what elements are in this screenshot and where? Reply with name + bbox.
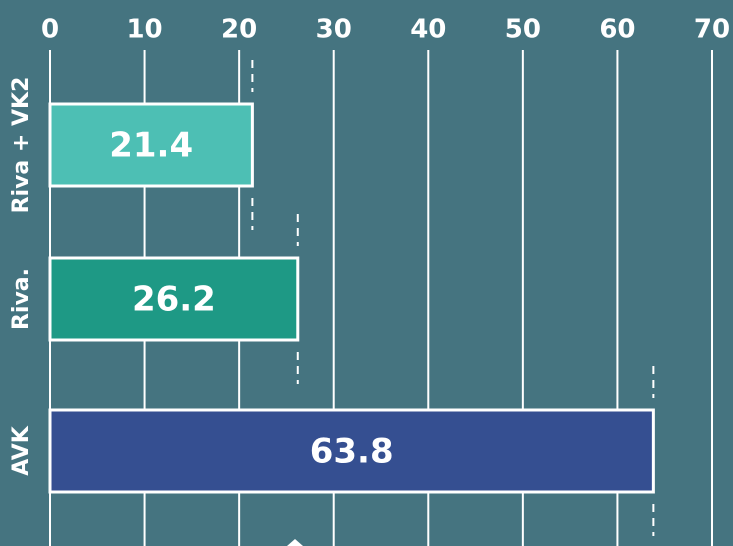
y-tick-label: Riva. <box>9 268 34 330</box>
bar <box>48 102 254 188</box>
x-tick-label: 30 <box>316 15 352 45</box>
x-tick-label: 40 <box>410 15 446 45</box>
x-tick-label: 0 <box>41 15 59 45</box>
x-tick-label: 20 <box>221 15 257 45</box>
pointer <box>287 539 303 546</box>
value-label: 21.4 <box>109 126 193 166</box>
value-label: 26.2 <box>132 280 216 320</box>
bar <box>48 256 300 342</box>
x-tick-label: 10 <box>126 15 162 45</box>
y-tick-label: Riva + VK2 <box>9 77 34 214</box>
x-tick-label: 60 <box>599 15 635 45</box>
x-tick-label: 50 <box>505 15 541 45</box>
value-label: 63.8 <box>310 432 394 472</box>
bar <box>48 408 655 494</box>
x-tick-label: 70 <box>694 15 730 45</box>
y-tick-label: AVK <box>9 425 34 476</box>
